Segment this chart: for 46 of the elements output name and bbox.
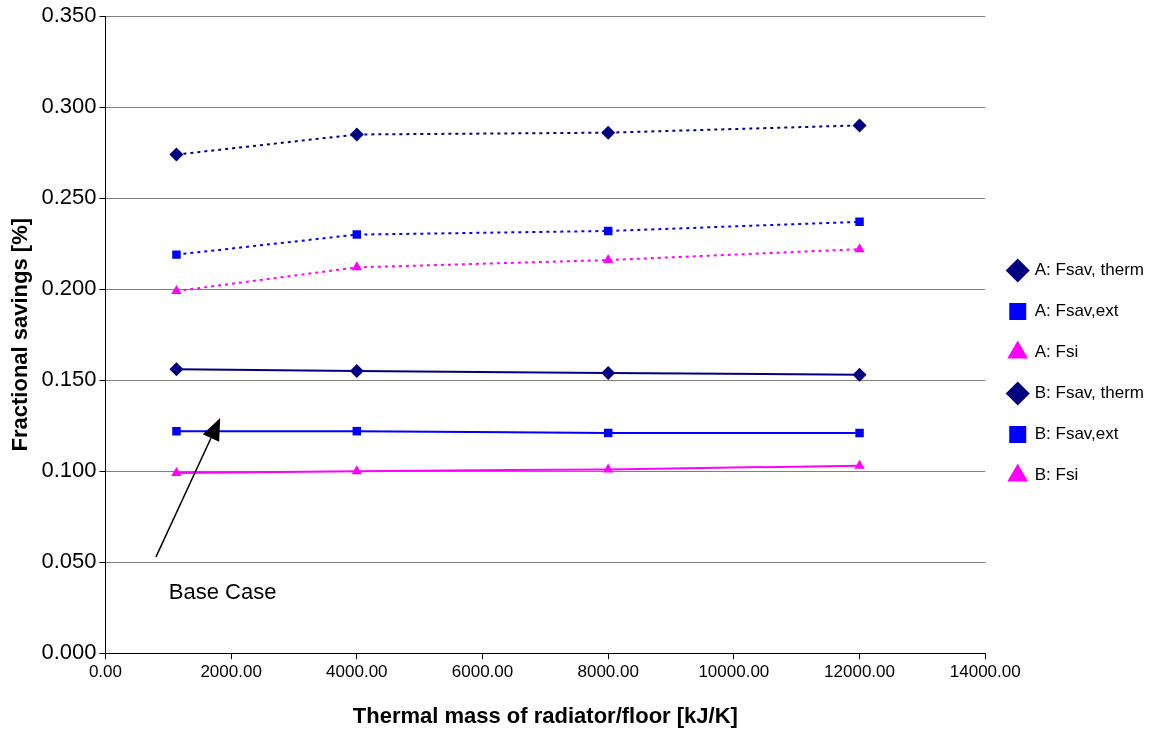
x-tick-label: 12000.00 <box>824 662 896 682</box>
y-tick-label: 0.300 <box>41 93 97 119</box>
point <box>351 261 363 271</box>
point <box>172 250 181 259</box>
x-tick-label: 6000.00 <box>451 662 514 682</box>
point <box>601 365 616 380</box>
legend-label: B: Fsi <box>1034 465 1079 485</box>
x-tick-label: 4000.00 <box>326 662 388 682</box>
x-axis-title: Thermal mass of radiator/floor [kJ/K] <box>352 702 738 728</box>
y-tick-label: 0.250 <box>41 184 97 210</box>
x-tick-label: 0.00 <box>88 662 122 682</box>
y-tick-label: 0.350 <box>41 2 97 28</box>
point <box>352 230 362 239</box>
legend-label: B: Fsav, therm <box>1034 383 1144 403</box>
point <box>351 465 363 475</box>
y-tick-label: 0.200 <box>41 275 97 301</box>
y-axis-title: Fractional savings [%] <box>7 217 33 452</box>
point <box>171 285 182 295</box>
x-tick-label: 8000.00 <box>577 662 639 682</box>
point <box>852 367 867 382</box>
y-tick-label: 0.050 <box>41 548 97 574</box>
legend-label: A: Fsi <box>1034 342 1079 362</box>
point <box>169 147 184 162</box>
point <box>172 426 181 436</box>
point <box>349 127 364 142</box>
x-tick-label: 2000.00 <box>200 662 262 682</box>
y-tick-label: 0.150 <box>41 366 97 392</box>
point <box>854 243 865 253</box>
legend-label: A: Fsav, therm <box>1034 260 1144 280</box>
point <box>855 217 864 227</box>
point <box>854 459 865 469</box>
legend-label: A: Fsav,ext <box>1034 301 1119 321</box>
point <box>602 463 614 473</box>
point <box>602 254 614 264</box>
point <box>349 364 364 379</box>
y-tick-label: 0.100 <box>41 457 97 483</box>
point <box>601 125 616 140</box>
y-tick-label: 0.000 <box>41 639 97 665</box>
point <box>852 118 867 133</box>
point <box>171 467 182 477</box>
legend-label: B: Fsav,ext <box>1034 424 1119 444</box>
x-tick-label: 10000.00 <box>698 662 770 682</box>
point <box>855 428 864 438</box>
point <box>169 362 184 377</box>
x-tick-label: 14000.00 <box>949 662 1021 682</box>
annotation: Base Case <box>168 578 277 604</box>
